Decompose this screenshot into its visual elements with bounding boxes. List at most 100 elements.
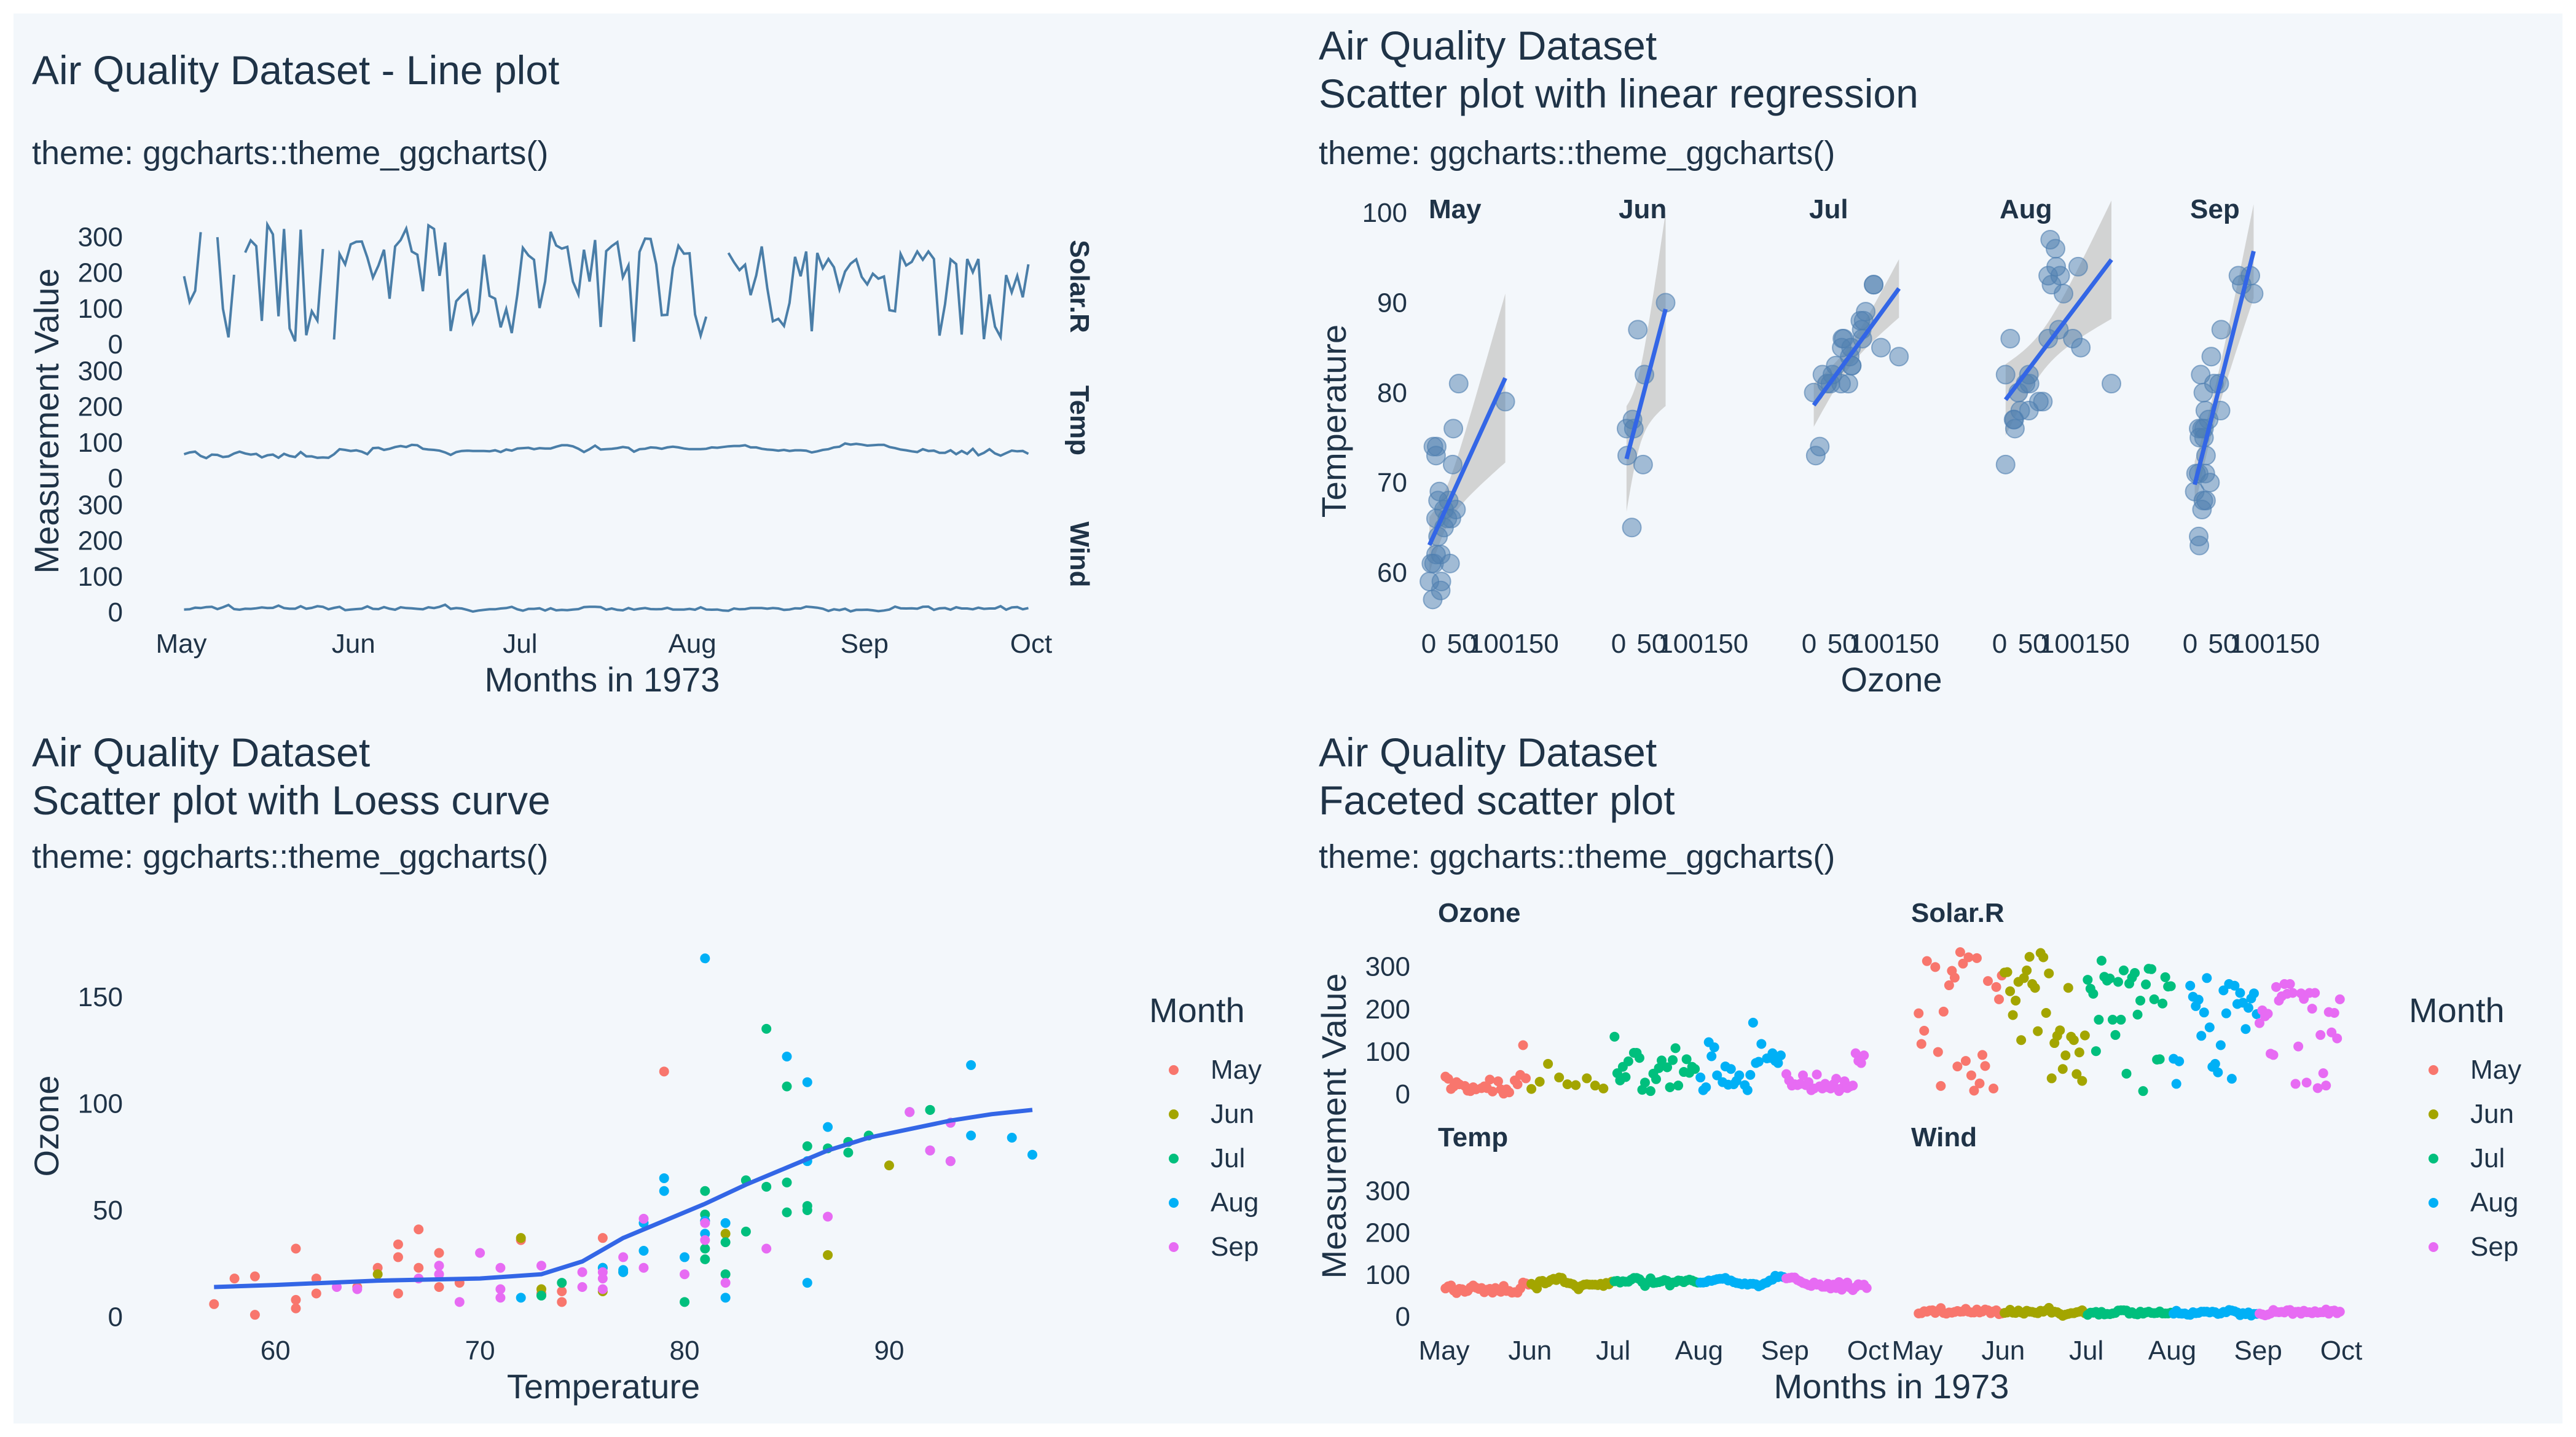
- faceted-point: [2210, 1058, 2220, 1069]
- faceted-point: [2185, 980, 2196, 991]
- loess-point: [720, 1237, 731, 1248]
- line-y-tick-label: 100: [78, 562, 123, 592]
- faceted-point: [1554, 1073, 1565, 1083]
- loess-point: [740, 1226, 751, 1237]
- faceted-point: [2199, 1007, 2209, 1018]
- faceted-point: [2321, 1081, 2331, 1091]
- faceted-point: [2312, 1083, 2323, 1093]
- loess-point: [229, 1274, 240, 1284]
- line-y-tick-label: 300: [78, 222, 123, 252]
- faceted-point: [1930, 962, 1941, 972]
- loess-point: [414, 1262, 424, 1273]
- faceted-point: [1989, 1084, 1999, 1094]
- faceted-point: [1938, 1006, 1949, 1017]
- faceted-point: [2174, 1056, 2185, 1066]
- faceted-point: [1798, 1070, 1808, 1081]
- loess-point: [291, 1243, 301, 1254]
- line-y-tick-label: 0: [108, 463, 123, 494]
- faceted-point: [2334, 1307, 2345, 1317]
- faceted-point: [2096, 955, 2107, 966]
- faceted-point: [1949, 972, 1960, 983]
- faceted-x-tick-label: Oct: [1847, 1336, 1889, 1366]
- faceted-point: [1977, 1050, 1987, 1060]
- regression-point: [2189, 535, 2210, 556]
- loess-y-tick-label: 0: [108, 1302, 123, 1333]
- faceted-point: [2002, 967, 2012, 977]
- faceted-point: [2248, 988, 2259, 999]
- faceted-point: [2293, 1041, 2304, 1052]
- regression-point: [1871, 337, 1891, 358]
- faceted-x-tick-label: May: [1418, 1336, 1469, 1366]
- faceted-y-tick-label: 200: [1365, 1218, 1410, 1248]
- line-facet-strip-label: Temp: [1064, 385, 1094, 455]
- faceted-point: [2146, 964, 2157, 974]
- regression-x-tick-label: 100150: [1469, 629, 1559, 659]
- loess-legend-label: Jul: [1211, 1143, 1245, 1173]
- faceted-point: [2132, 1009, 2143, 1020]
- line-x-tick-label: Jul: [503, 629, 537, 659]
- faceted-point: [1936, 1081, 1946, 1091]
- line-y-tick-label: 200: [78, 258, 123, 288]
- faceted-point: [2158, 998, 2168, 1009]
- loess-point: [352, 1284, 363, 1294]
- loess-point: [1007, 1132, 1017, 1143]
- loess-point: [659, 1173, 669, 1183]
- faceted-point: [1748, 1017, 1758, 1028]
- faceted-legend-key: [2429, 1198, 2438, 1208]
- regression-point: [1889, 347, 1909, 367]
- faceted-x-tick-label: Jul: [2069, 1336, 2103, 1366]
- regression-fit-line: [1427, 377, 1507, 546]
- faceted-point: [2171, 1079, 2181, 1089]
- faceted-point: [2318, 1068, 2328, 1079]
- loess-point: [905, 1107, 915, 1117]
- regression-panel-x-axis-title: Ozone: [1841, 660, 1942, 699]
- faceted-panel-y-axis-title: Measurement Value: [1314, 974, 1353, 1279]
- faceted-point: [2202, 973, 2212, 983]
- faceted-point: [2044, 968, 2054, 978]
- loess-point: [311, 1288, 321, 1299]
- faceted-point: [2334, 994, 2345, 1004]
- faceted-point: [1534, 1076, 1545, 1087]
- faceted-point: [2118, 965, 2129, 975]
- faceted-point: [1804, 1077, 1814, 1087]
- regression-x-tick-label: 100150: [2040, 629, 2130, 659]
- loess-point: [680, 1252, 690, 1262]
- faceted-point: [1773, 1058, 1783, 1068]
- loess-legend-key: [1169, 1242, 1179, 1252]
- regression-point: [2200, 473, 2220, 493]
- loess-point: [209, 1299, 219, 1309]
- faceted-point: [1590, 1081, 1600, 1091]
- loess-point: [1027, 1149, 1037, 1160]
- loess-point: [823, 1211, 833, 1222]
- loess-point: [291, 1294, 301, 1305]
- regression-panel-subtitle: theme: ggcharts::theme_ggcharts(): [1319, 135, 1835, 171]
- regression-x-tick-label: 0: [1802, 629, 1816, 659]
- loess-point: [618, 1267, 629, 1277]
- loess-point: [495, 1293, 506, 1303]
- faceted-point: [2329, 1007, 2339, 1018]
- faceted-legend-key: [2429, 1154, 2438, 1163]
- loess-legend-label: Sep: [1211, 1232, 1259, 1262]
- faceted-x-tick-label: Oct: [2320, 1336, 2362, 1366]
- faceted-point: [1963, 952, 1974, 963]
- regression-point: [2193, 490, 2213, 511]
- loess-point: [434, 1282, 444, 1293]
- faceted-point: [1971, 953, 1982, 963]
- faceted-point: [2016, 1035, 2027, 1045]
- regression-panel-y-axis-title: Temperature: [1314, 325, 1353, 518]
- regression-point: [1622, 518, 1642, 538]
- faceted-point: [1756, 1039, 1767, 1049]
- faceted-point: [1598, 1084, 1609, 1094]
- loess-point: [802, 1141, 812, 1151]
- loess-point: [700, 1218, 710, 1228]
- faceted-x-tick-label: Jul: [1596, 1336, 1630, 1366]
- regression-point: [1832, 328, 1853, 348]
- faceted-point: [2332, 1033, 2342, 1044]
- faceted-panel-x-axis-title: Months in 1973: [1774, 1367, 2009, 1406]
- loess-point: [597, 1233, 608, 1243]
- line-panel-y-axis-title: Measurement Value: [27, 269, 66, 574]
- faceted-point: [1922, 956, 1932, 966]
- loess-point: [720, 1278, 731, 1288]
- faceted-point: [2091, 1046, 2101, 1057]
- faceted-point: [1856, 1058, 1866, 1068]
